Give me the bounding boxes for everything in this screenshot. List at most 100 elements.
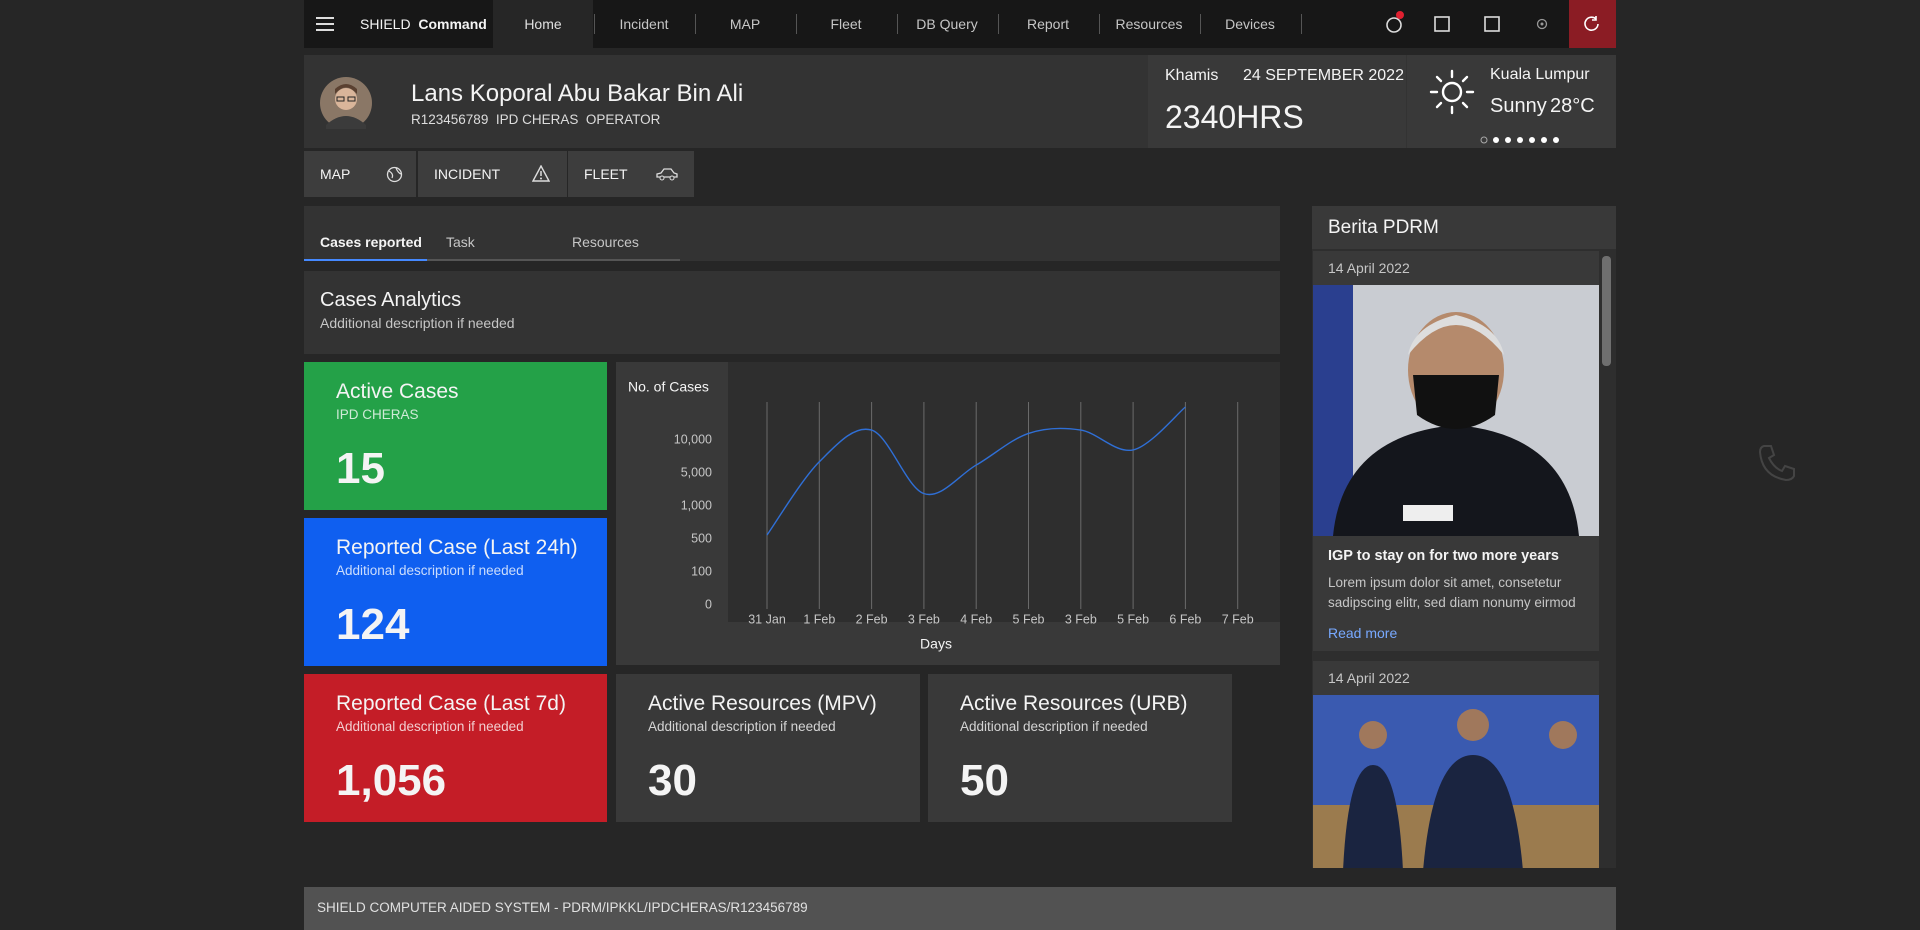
tab[interactable]: Cases reported bbox=[320, 234, 422, 250]
news-card[interactable]: 14 April 2022 bbox=[1313, 661, 1599, 868]
quick-action-label: INCIDENT bbox=[434, 166, 501, 182]
y-tick-label: 1,000 bbox=[681, 498, 712, 512]
nav-item[interactable]: Incident bbox=[619, 16, 669, 32]
brand-bold: Command bbox=[418, 16, 487, 32]
news-header bbox=[1312, 206, 1616, 249]
city: Kuala Lumpur bbox=[1490, 66, 1590, 83]
card-subtitle: Additional description if needed bbox=[336, 719, 524, 734]
header: Lans Koporal Abu Bakar Bin Ali R12345678… bbox=[304, 55, 1616, 148]
temperature: 28°C bbox=[1550, 95, 1595, 117]
tab-underline bbox=[427, 259, 553, 261]
news-card[interactable]: 14 April 2022 IGP to stay on for two mor… bbox=[1313, 251, 1599, 651]
news-headline: IGP to stay on for two more years bbox=[1328, 548, 1559, 564]
news-panel: Berita PDRM 14 April 2022 IGP to stay on… bbox=[1312, 206, 1616, 868]
x-tick-label: 1 Feb bbox=[803, 612, 835, 626]
x-tick-label: 4 Feb bbox=[960, 612, 992, 626]
card-value: 30 bbox=[648, 756, 697, 805]
carousel-dots[interactable] bbox=[1479, 135, 1559, 145]
settings-icon[interactable] bbox=[1536, 18, 1548, 30]
card-subtitle: IPD CHERAS bbox=[336, 407, 419, 422]
user-role: OPERATOR bbox=[585, 112, 661, 127]
warning-icon bbox=[532, 165, 550, 182]
card-value: 1,056 bbox=[336, 756, 447, 805]
card-title: Active Resources (URB) bbox=[960, 692, 1188, 715]
nav-item[interactable]: DB Query bbox=[916, 16, 978, 32]
brand-name: SHIELD bbox=[360, 16, 411, 32]
tab-underline bbox=[553, 259, 680, 261]
avatar bbox=[320, 77, 372, 129]
footer: SHIELD COMPUTER AIDED SYSTEM - PDRM/IPKK… bbox=[304, 887, 1616, 930]
separator bbox=[695, 14, 696, 34]
power-icon bbox=[1584, 16, 1599, 31]
news-link[interactable]: Read more bbox=[1328, 625, 1398, 641]
notification-icon[interactable] bbox=[1384, 10, 1406, 36]
quick-action[interactable]: INCIDENT bbox=[418, 151, 567, 197]
news-image bbox=[1313, 695, 1599, 868]
card-title: Reported Case (Last 7d) bbox=[336, 692, 566, 715]
x-tick-label: 3 Feb bbox=[1065, 612, 1097, 626]
globe-icon bbox=[386, 166, 403, 183]
separator bbox=[1301, 14, 1302, 34]
stat-card: Active Resources (MPV) Additional descri… bbox=[616, 674, 920, 822]
user-unit: IPD CHERAS bbox=[495, 112, 579, 127]
card-subtitle: Additional description if needed bbox=[648, 719, 836, 734]
nav-item[interactable]: Home bbox=[493, 0, 593, 48]
menu-icon[interactable] bbox=[316, 16, 334, 32]
tab-bar: Cases reported Task Resources bbox=[304, 206, 1280, 261]
x-tick-label: 2 Feb bbox=[856, 612, 888, 626]
news-date: 14 April 2022 bbox=[1328, 260, 1410, 276]
user-id: R123456789 bbox=[411, 112, 489, 127]
y-tick-label: 0 bbox=[705, 597, 712, 611]
separator bbox=[897, 14, 898, 34]
plot-area bbox=[728, 362, 1280, 622]
nav-item[interactable]: Report bbox=[1026, 16, 1070, 32]
card-title: Active Cases bbox=[336, 380, 459, 403]
weather-panel: Kuala Lumpur Sunny 28°C bbox=[1407, 55, 1616, 148]
tab[interactable]: Resources bbox=[572, 234, 639, 250]
news-body: Lorem ipsum dolor sit amet, consetetur s… bbox=[1328, 575, 1576, 610]
brand: SHIELD Command bbox=[360, 0, 487, 48]
separator bbox=[796, 14, 797, 34]
top-nav: SHIELD Command Home Incident MAP Fleet D… bbox=[304, 0, 1616, 48]
user-name: Lans Koporal Abu Bakar Bin Ali bbox=[411, 80, 744, 107]
nav-item[interactable]: MAP bbox=[729, 16, 761, 32]
card-value: 124 bbox=[336, 600, 410, 649]
quick-action[interactable]: MAP bbox=[304, 151, 416, 197]
section-description: Additional description if needed bbox=[320, 315, 515, 331]
y-tick-label: 5,000 bbox=[681, 465, 712, 479]
day: Khamis bbox=[1165, 67, 1219, 84]
time: 2340HRS bbox=[1165, 99, 1304, 135]
tab[interactable]: Task bbox=[446, 234, 475, 250]
separator bbox=[594, 14, 595, 34]
tab-indicator bbox=[304, 259, 427, 261]
nav-item[interactable]: Resources bbox=[1115, 16, 1183, 32]
nav-item[interactable]: Fleet bbox=[830, 16, 862, 32]
footer-text: SHIELD COMPUTER AIDED SYSTEM - PDRM/IPKK… bbox=[317, 900, 808, 915]
news-title: Berita PDRM bbox=[1328, 217, 1439, 238]
datetime-panel: Khamis 24 SEPTEMBER 2022 2340HRS bbox=[1148, 55, 1406, 148]
window-icon[interactable] bbox=[1434, 16, 1450, 32]
quick-action-label: MAP bbox=[320, 166, 351, 182]
date: 24 SEPTEMBER 2022 bbox=[1243, 67, 1404, 84]
chart: No. of Cases Days 0 100 500 1,000 5,000 10,00… bbox=[616, 362, 1280, 665]
separator bbox=[1200, 14, 1201, 34]
card-title: Active Resources (MPV) bbox=[648, 692, 877, 715]
stat-card: Reported Case (Last 7d) Additional descr… bbox=[304, 674, 607, 822]
x-axis-label: Days bbox=[920, 636, 952, 652]
card-subtitle: Additional description if needed bbox=[336, 563, 524, 578]
y-tick-label: 100 bbox=[691, 564, 712, 578]
condition: Sunny bbox=[1490, 95, 1547, 117]
scrollbar[interactable] bbox=[1602, 256, 1611, 366]
section-header: Cases Analytics Additional description i… bbox=[304, 271, 1280, 354]
window-icon[interactable] bbox=[1484, 16, 1500, 32]
x-tick-label: 5 Feb bbox=[1013, 612, 1045, 626]
card-value: 50 bbox=[960, 756, 1009, 805]
logout-button[interactable] bbox=[1569, 0, 1616, 48]
nav-item[interactable]: Devices bbox=[1225, 16, 1275, 32]
x-tick-label: 31 Jan bbox=[748, 612, 786, 626]
quick-action[interactable]: FLEET bbox=[568, 151, 694, 197]
user-details: R123456789 IPD CHERAS OPERATOR bbox=[411, 112, 660, 127]
x-tick-label: 3 Feb bbox=[908, 612, 940, 626]
stat-card: Active Resources (URB) Additional descri… bbox=[928, 674, 1232, 822]
phone-icon[interactable] bbox=[1756, 442, 1798, 484]
